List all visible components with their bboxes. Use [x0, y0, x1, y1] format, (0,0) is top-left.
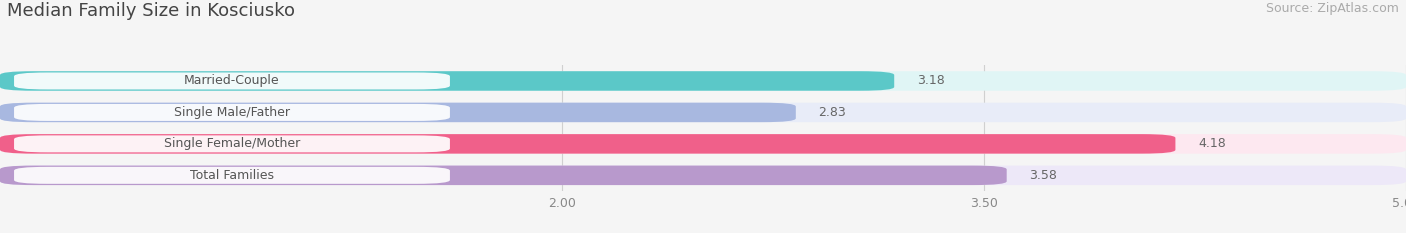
Text: Single Male/Father: Single Male/Father — [174, 106, 290, 119]
FancyBboxPatch shape — [0, 166, 1406, 185]
FancyBboxPatch shape — [14, 167, 450, 184]
FancyBboxPatch shape — [0, 166, 1007, 185]
FancyBboxPatch shape — [0, 134, 1175, 154]
FancyBboxPatch shape — [0, 71, 1406, 91]
Text: Married-Couple: Married-Couple — [184, 75, 280, 87]
Text: Total Families: Total Families — [190, 169, 274, 182]
Text: 4.18: 4.18 — [1198, 137, 1226, 150]
FancyBboxPatch shape — [14, 135, 450, 152]
FancyBboxPatch shape — [14, 72, 450, 89]
FancyBboxPatch shape — [0, 134, 1406, 154]
FancyBboxPatch shape — [0, 103, 796, 122]
FancyBboxPatch shape — [14, 104, 450, 121]
Text: 2.83: 2.83 — [818, 106, 846, 119]
Text: 3.18: 3.18 — [917, 75, 945, 87]
FancyBboxPatch shape — [0, 71, 894, 91]
Text: Single Female/Mother: Single Female/Mother — [165, 137, 299, 150]
Text: Median Family Size in Kosciusko: Median Family Size in Kosciusko — [7, 2, 295, 20]
Text: Source: ZipAtlas.com: Source: ZipAtlas.com — [1265, 2, 1399, 15]
FancyBboxPatch shape — [0, 103, 1406, 122]
Text: 3.58: 3.58 — [1029, 169, 1057, 182]
